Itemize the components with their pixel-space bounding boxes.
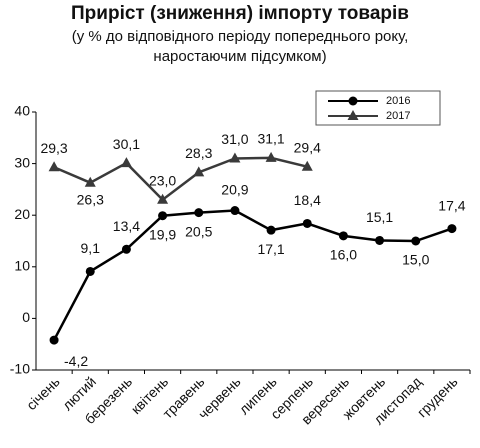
data-label: 15,1 [366, 209, 393, 225]
data-label: 13,4 [113, 218, 140, 234]
marker [302, 218, 312, 228]
marker [84, 176, 96, 187]
marker [158, 211, 168, 221]
marker [121, 244, 131, 254]
y-tick-label: 10 [14, 258, 30, 274]
data-label: 17,4 [438, 197, 465, 213]
y-tick-label: 30 [14, 154, 30, 170]
data-label: 23,0 [149, 172, 176, 188]
data-label: 30,1 [113, 136, 140, 152]
legend-label: 2016 [386, 95, 410, 107]
x-tick-label: січень [23, 373, 63, 413]
data-label: 17,1 [257, 241, 284, 257]
data-label: 26,3 [77, 191, 104, 207]
y-tick-label: 20 [14, 206, 30, 222]
marker [338, 231, 348, 241]
series-line [52, 209, 453, 341]
marker [48, 161, 60, 172]
chart-subtitle: наростаючим підсумком) [153, 48, 326, 65]
marker [85, 266, 95, 276]
data-label: 29,3 [40, 140, 67, 156]
marker [157, 193, 169, 204]
data-label: 20,9 [221, 181, 248, 197]
marker [194, 208, 204, 218]
y-tick-label: 40 [14, 103, 30, 119]
data-label: 15,0 [402, 252, 429, 268]
marker [193, 166, 205, 177]
y-tick-label: -10 [10, 361, 30, 377]
data-label: 9,1 [81, 240, 101, 256]
marker [230, 206, 240, 216]
marker [49, 335, 59, 345]
marker [266, 225, 276, 235]
data-label: 28,3 [185, 145, 212, 161]
data-label: 19,9 [149, 226, 176, 242]
legend-label: 2017 [386, 110, 410, 122]
data-label: -4,2 [64, 353, 88, 369]
legend-box [315, 90, 441, 126]
series-line [53, 156, 308, 202]
marker [120, 157, 132, 168]
marker [375, 235, 385, 245]
data-label: 16,0 [330, 247, 357, 263]
marker [411, 236, 421, 246]
data-label: 31,1 [257, 131, 284, 147]
marker [447, 224, 457, 234]
chart-subtitle: (у % до відповідного періоду попередньог… [72, 28, 409, 45]
chart-title: Приріст (зниження) імпорту товарів [71, 3, 409, 24]
marker [301, 160, 313, 171]
data-label: 20,5 [185, 223, 212, 239]
marker [229, 152, 241, 163]
data-label: 31,0 [221, 131, 248, 147]
y-tick-label: 0 [22, 309, 30, 325]
data-label: 29,4 [294, 139, 321, 155]
x-tick-label: грудень [414, 373, 461, 420]
marker [348, 96, 358, 106]
marker [265, 151, 277, 162]
marker [347, 110, 359, 120]
data-label: 18,4 [294, 192, 321, 208]
